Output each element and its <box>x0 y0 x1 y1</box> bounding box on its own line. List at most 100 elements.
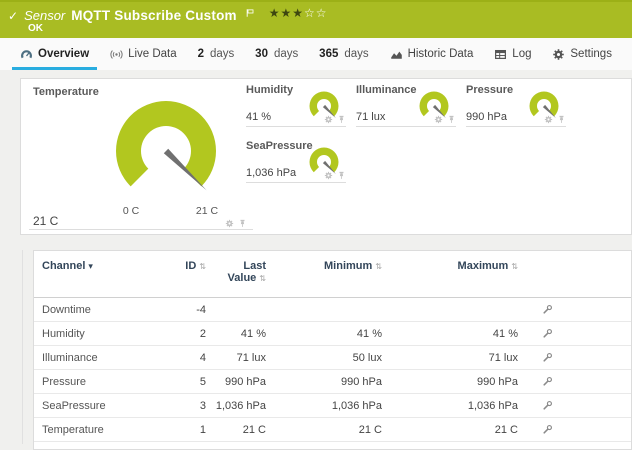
sensor-title: MQTT Subscribe Custom <box>71 8 237 23</box>
tab-label: Overview <box>38 48 90 60</box>
minimum-value: 1,036 hPa <box>331 399 382 412</box>
gauge-arc <box>309 147 339 173</box>
minimum-value: 50 lux <box>352 351 382 364</box>
gauge-label: SeaPressure <box>246 140 313 152</box>
gear-icon <box>552 48 565 61</box>
maximum-value: 1,036 hPa <box>467 399 518 412</box>
channel-name: Downtime <box>42 303 91 316</box>
stars-empty[interactable]: ☆☆ <box>304 6 328 20</box>
channel-name: Humidity <box>42 327 85 340</box>
tab-number: 30 <box>255 48 268 60</box>
table-row-illuminance[interactable]: Illuminance 4 71 lux 50 lux 71 lux <box>34 346 631 370</box>
channel-name: SeaPressure <box>42 399 106 412</box>
wrench-icon[interactable] <box>542 352 553 363</box>
pin-icon[interactable] <box>337 115 346 124</box>
channel-name: Temperature <box>42 423 104 436</box>
illuminance-gauge-panel: Illuminance 71 lux <box>356 84 456 127</box>
gauge-label: Illuminance <box>356 84 417 96</box>
temperature-gauge-panel: Temperature 0 C 21 C 21 C <box>29 83 253 230</box>
gauge-value: 21 C <box>33 214 59 228</box>
column-header-id[interactable]: ID ⇅ <box>185 260 206 272</box>
pin-icon[interactable] <box>557 115 566 124</box>
gauge-scale-min: 0 C <box>122 205 140 217</box>
tab-historic-data[interactable]: Historic Data <box>382 38 482 70</box>
sort-icon: ⇅ <box>511 262 518 271</box>
tab-365-days[interactable]: 365 days <box>311 38 376 70</box>
gear-icon[interactable] <box>324 115 333 124</box>
column-header-channel[interactable]: Channel ▾ <box>42 260 93 272</box>
tab-label: Live Data <box>128 48 177 60</box>
pin-icon[interactable] <box>238 219 247 228</box>
column-header-maximum[interactable]: Maximum ⇅ <box>457 260 518 272</box>
maximum-value: 990 hPa <box>477 375 518 388</box>
maximum-value: 21 C <box>494 423 518 436</box>
priority-stars[interactable]: ★★★☆☆ <box>269 6 328 20</box>
check-icon: ✓ <box>8 8 19 23</box>
wrench-icon[interactable] <box>542 400 553 411</box>
gauge-needle <box>432 104 446 119</box>
caret-down-icon: ▾ <box>88 261 93 271</box>
gauge-value: 990 hPa <box>466 111 507 123</box>
wrench-icon[interactable] <box>542 376 553 387</box>
gauge-value: 41 % <box>246 111 272 123</box>
column-header-last-value[interactable]: Last Value ⇅ <box>227 260 266 284</box>
column-header-minimum[interactable]: Minimum ⇅ <box>324 260 382 272</box>
table-row-seapressure[interactable]: SeaPressure 3 1,036 hPa 1,036 hPa 1,036 … <box>34 394 631 418</box>
table-row-downtime[interactable]: Downtime -4 <box>34 298 631 322</box>
gauges-panel: Temperature 0 C 21 C 21 C Humidity 41 % … <box>20 78 632 235</box>
seapressure-gauge <box>309 147 339 175</box>
channel-id: 1 <box>199 423 206 436</box>
last-value: 41 % <box>240 327 266 340</box>
gauge-needle <box>542 104 556 119</box>
gauge-needle <box>322 160 336 175</box>
illuminance-gauge <box>419 91 449 119</box>
last-value: 71 lux <box>236 351 266 364</box>
gauge-arc <box>309 91 339 117</box>
gear-icon[interactable] <box>225 219 234 228</box>
table-row-humidity[interactable]: Humidity 2 41 % 41 % 41 % <box>34 322 631 346</box>
table-header-row: Channel ▾ ID ⇅ Last Value ⇅ Minimum ⇅ Maximu… <box>34 251 631 298</box>
minimum-value: 21 C <box>358 423 382 436</box>
gauge-scale-max: 21 C <box>195 205 219 217</box>
flag-icon <box>245 8 255 18</box>
tab-live-data[interactable]: Live Data <box>102 38 185 70</box>
tab-2-days[interactable]: 2 days <box>190 38 243 70</box>
minimum-value: 41 % <box>356 327 382 340</box>
gear-icon[interactable] <box>324 171 333 180</box>
stars-filled[interactable]: ★★★ <box>268 6 305 20</box>
wrench-icon[interactable] <box>542 424 553 435</box>
gauge-needle <box>163 148 207 191</box>
pin-icon[interactable] <box>447 115 456 124</box>
pin-icon[interactable] <box>337 171 346 180</box>
channel-name: Illuminance <box>42 351 98 364</box>
wrench-icon[interactable] <box>542 304 553 315</box>
sort-icon: ⇅ <box>259 274 266 283</box>
gauge-needle <box>322 104 336 119</box>
last-value: 1,036 hPa <box>215 399 266 412</box>
last-value: 990 hPa <box>225 375 266 388</box>
tab-number: 2 <box>197 48 204 60</box>
tab-settings[interactable]: Settings <box>544 38 620 70</box>
wrench-icon[interactable] <box>542 328 553 339</box>
gear-icon[interactable] <box>544 115 553 124</box>
channel-id: 2 <box>199 327 206 340</box>
sort-icon: ⇅ <box>375 262 382 271</box>
gear-icon[interactable] <box>434 115 443 124</box>
content-left-rule <box>22 250 23 444</box>
tab-label: Settings <box>570 48 612 60</box>
gauge-arc <box>419 91 449 117</box>
humidity-gauge-panel: Humidity 41 % <box>246 84 346 127</box>
table-row-temperature[interactable]: Temperature 1 21 C 21 C 21 C <box>34 418 631 442</box>
channel-id: -4 <box>196 303 206 316</box>
table-row-pressure[interactable]: Pressure 5 990 hPa 990 hPa 990 hPa <box>34 370 631 394</box>
chart-icon <box>390 48 403 61</box>
tab-log[interactable]: Log <box>486 38 539 70</box>
tab-overview[interactable]: Overview <box>12 38 98 70</box>
log-icon <box>494 48 507 61</box>
humidity-gauge <box>309 91 339 119</box>
minimum-value: 990 hPa <box>341 375 382 388</box>
pressure-gauge-panel: Pressure 990 hPa <box>466 84 566 127</box>
tab-30-days[interactable]: 30 days <box>247 38 306 70</box>
maximum-value: 71 lux <box>488 351 518 364</box>
sort-icon: ⇅ <box>199 262 206 271</box>
